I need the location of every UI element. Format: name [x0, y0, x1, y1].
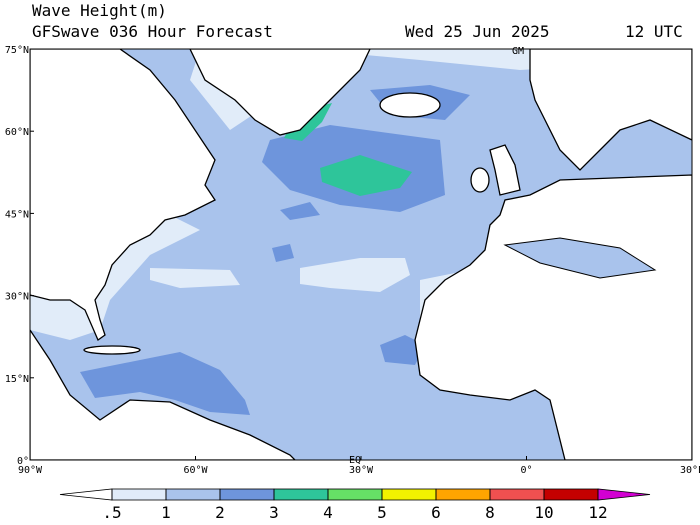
colorbar-label: 6 [431, 503, 441, 522]
colorbar-segment [327, 488, 383, 501]
subtitle: GFSwave 036 Hour Forecast [32, 22, 273, 41]
rough-zone [272, 244, 294, 262]
colorbar-arrow [597, 488, 651, 501]
colorbar-segment [435, 488, 491, 501]
colorbar-label: 8 [485, 503, 495, 522]
colorbar-label: 12 [588, 503, 607, 522]
north-america [30, 49, 216, 341]
colorbar-segment [219, 488, 275, 501]
calm-zone [300, 258, 410, 292]
colorbar-label: 4 [323, 503, 333, 522]
colorbar-label: 1 [161, 503, 171, 522]
lat-label: 0° [17, 456, 29, 467]
lat-label: 60°N [5, 127, 29, 138]
time: 12 UTC [625, 22, 683, 41]
calm-zone [30, 49, 692, 70]
south-america [30, 328, 296, 460]
colorbar-label: 10 [534, 503, 553, 522]
rough-zone [380, 335, 425, 365]
colorbar-segment [543, 488, 599, 501]
colorbar-segment [111, 488, 167, 501]
lon-label: 60°W [183, 465, 208, 476]
rough-zone [80, 352, 250, 415]
lat-label: 30°N [5, 292, 29, 303]
lon-label: 30°W [349, 465, 374, 476]
colorbar-label: 3 [269, 503, 279, 522]
europe-africa [414, 174, 692, 460]
lat-label: 45°N [5, 209, 29, 220]
lat-label: 15°N [5, 374, 29, 385]
scandinavia [529, 49, 692, 171]
lon-label: 30°E [680, 465, 700, 476]
rough-zone [280, 202, 320, 220]
lat-label: 75°N [5, 45, 29, 56]
colorbar-segment [273, 488, 329, 501]
lon-label: 90°W [18, 465, 43, 476]
colorbar-label: 5 [377, 503, 387, 522]
colorbar-arrow [59, 488, 113, 501]
reference-label: GM [512, 46, 524, 57]
date: Wed 25 Jun 2025 [405, 22, 550, 41]
ireland [470, 167, 490, 193]
colorbar-label: 2 [215, 503, 225, 522]
iceland [379, 92, 441, 118]
lon-label: 0° [520, 465, 532, 476]
axis-labels: 75°N60°N45°N30°N15°N0°90°W60°W30°W0°30°E [5, 45, 700, 476]
title: Wave Height(m) [32, 1, 167, 20]
calm-zone [150, 268, 240, 288]
greenland [189, 49, 371, 136]
cuba [83, 345, 141, 355]
mediterranean [503, 237, 657, 279]
land [30, 49, 692, 460]
reference-label: EQ [349, 455, 361, 466]
map [30, 49, 692, 460]
colorbar: .5 1 2 3 4 5 6 8 10 12 [59, 488, 651, 522]
colorbar-segment [165, 488, 221, 501]
colorbar-segment [381, 488, 437, 501]
peak-zone [320, 155, 412, 196]
colorbar-segment [489, 488, 545, 501]
britain [489, 144, 521, 196]
colorbar-label: .5 [102, 503, 121, 522]
